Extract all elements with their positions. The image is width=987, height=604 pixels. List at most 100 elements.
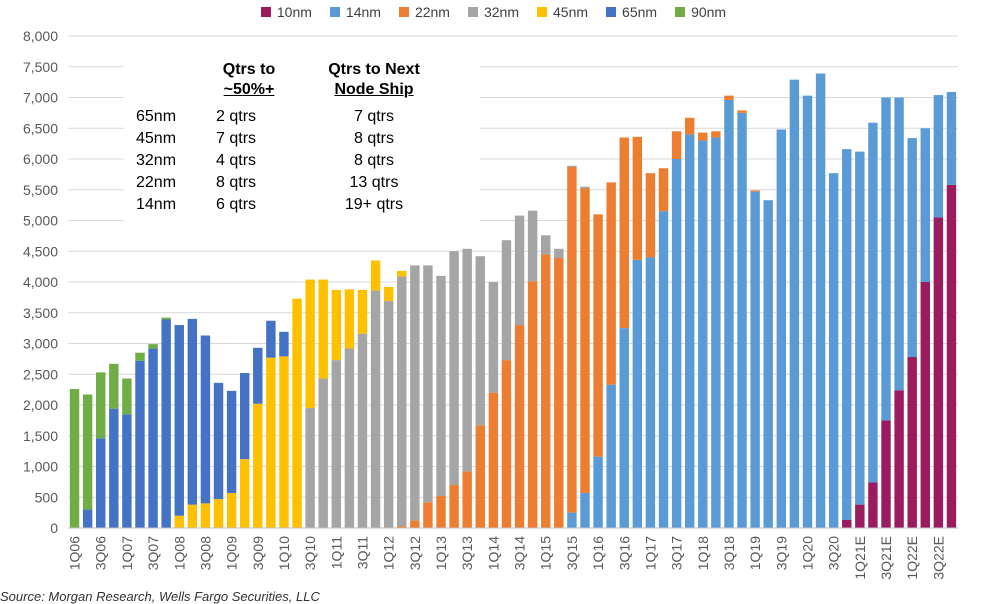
inset-qtrs-to-50: 4 qtrs bbox=[216, 152, 257, 169]
legend-swatch bbox=[398, 7, 409, 17]
x-tick-label: 1Q13 bbox=[433, 536, 449, 570]
bar-segment bbox=[266, 320, 276, 358]
y-tick-label: 6,000 bbox=[23, 151, 58, 167]
legend-swatch bbox=[606, 7, 617, 17]
bar-segment bbox=[475, 425, 485, 528]
y-tick-label: 8,000 bbox=[23, 28, 58, 44]
x-tick-label: 1Q10 bbox=[276, 536, 292, 570]
bar-segment bbox=[148, 344, 158, 349]
legend-item: 22nm bbox=[398, 4, 450, 20]
x-tick-label: 1Q06 bbox=[67, 536, 83, 570]
bar-segment bbox=[868, 482, 878, 528]
bar-segment bbox=[907, 357, 917, 528]
bar-segment bbox=[658, 211, 669, 528]
bar-segment bbox=[200, 503, 211, 528]
bar-segment bbox=[475, 256, 485, 426]
bar-segment bbox=[174, 515, 184, 528]
bar-segment bbox=[842, 149, 852, 521]
inset-node-label: 45nm bbox=[136, 130, 177, 147]
bar-segment bbox=[410, 265, 420, 521]
legend-label: 10nm bbox=[276, 4, 312, 20]
bar-segment bbox=[855, 504, 865, 528]
bar-segment bbox=[383, 301, 394, 528]
bar-segment bbox=[488, 392, 499, 528]
bar-segment bbox=[737, 112, 747, 529]
bar-segment bbox=[397, 526, 407, 528]
bar-segment bbox=[187, 318, 198, 505]
bar-segment bbox=[449, 484, 459, 528]
inset-header-qtrs-to-next: Qtrs to Next Node Ship bbox=[304, 60, 444, 100]
bar-segment bbox=[370, 260, 381, 291]
inset-qtrs-to-next: 8 qtrs bbox=[353, 130, 394, 147]
legend-swatch bbox=[260, 7, 271, 17]
bar-segment bbox=[239, 459, 250, 528]
bar-segment bbox=[881, 420, 891, 529]
bar-segment bbox=[580, 188, 590, 493]
inset-header-qtrs-to-next-line2: Node Ship bbox=[334, 81, 414, 98]
bar-segment bbox=[920, 128, 930, 282]
bar-segment bbox=[436, 275, 446, 497]
legend-swatch bbox=[675, 7, 686, 17]
x-tick-label: 3Q12 bbox=[407, 536, 423, 570]
legend-item: 45nm bbox=[537, 4, 588, 20]
y-tick-label: 500 bbox=[35, 489, 59, 505]
x-tick-label: 1Q20 bbox=[799, 536, 815, 570]
x-tick-label: 3Q15 bbox=[564, 536, 580, 570]
legend-label: 22nm bbox=[414, 4, 450, 20]
bar-segment bbox=[187, 504, 198, 528]
bar-segment bbox=[514, 325, 525, 528]
bar-segment bbox=[606, 182, 616, 385]
bar-segment bbox=[763, 200, 773, 528]
bar-segment bbox=[567, 512, 577, 529]
inset-qtrs-to-next: 19+ qtrs bbox=[344, 196, 404, 213]
bar-segment bbox=[96, 372, 106, 439]
bar-segment bbox=[750, 190, 760, 192]
bar-segment bbox=[933, 217, 944, 528]
bar-segment bbox=[161, 317, 171, 320]
legend-label: 32nm bbox=[483, 4, 520, 20]
bar-segment bbox=[855, 151, 865, 505]
inset-header-qtrs-to-50-line2: ~50%+ bbox=[223, 81, 275, 98]
x-tick-label: 1Q07 bbox=[119, 536, 135, 570]
bar-segment bbox=[109, 363, 119, 409]
bar-segment bbox=[213, 499, 224, 528]
bar-segment bbox=[318, 378, 328, 528]
x-tick-label: 1Q19 bbox=[747, 536, 763, 570]
bar-segment bbox=[305, 279, 315, 409]
bar-segment bbox=[567, 165, 577, 167]
legend-swatch bbox=[537, 7, 548, 17]
y-tick-label: 4,000 bbox=[23, 274, 58, 290]
bar-segment bbox=[698, 140, 708, 529]
bar-segment bbox=[449, 251, 459, 485]
bar-segment bbox=[593, 456, 603, 528]
bar-segment bbox=[619, 328, 629, 529]
bar-segment bbox=[174, 325, 184, 516]
bar-segment bbox=[357, 333, 368, 528]
x-tick-label: 3Q19 bbox=[773, 536, 789, 570]
bar-segment bbox=[789, 79, 800, 529]
inset-qtrs-to-next: 13 qtrs bbox=[349, 174, 399, 191]
bar-segment bbox=[383, 286, 394, 302]
x-tick-label: 1Q09 bbox=[224, 536, 240, 570]
bar-segment bbox=[109, 408, 119, 528]
bar-segment bbox=[671, 131, 682, 159]
bar-segment bbox=[658, 168, 669, 212]
bar-segment bbox=[226, 390, 237, 493]
bar-segment bbox=[213, 382, 224, 500]
bar-segment bbox=[397, 276, 407, 527]
inset-qtrs-to-50: 7 qtrs bbox=[216, 130, 257, 147]
x-tick-label: 3Q21E bbox=[878, 536, 894, 580]
legend-label: 45nm bbox=[553, 4, 589, 20]
bar-segment bbox=[344, 289, 355, 349]
legend-label: 90nm bbox=[691, 4, 727, 20]
bar-segment bbox=[724, 95, 734, 100]
x-tick-label: 3Q10 bbox=[302, 536, 318, 570]
bar-segment bbox=[920, 282, 930, 528]
bar-segment bbox=[554, 258, 564, 528]
bar-segment bbox=[606, 384, 616, 528]
x-tick-label: 1Q15 bbox=[538, 536, 554, 570]
bar-segment bbox=[462, 471, 472, 528]
bar-segment bbox=[711, 131, 721, 138]
bar-segment bbox=[514, 215, 525, 326]
x-tick-label: 3Q13 bbox=[459, 536, 475, 570]
